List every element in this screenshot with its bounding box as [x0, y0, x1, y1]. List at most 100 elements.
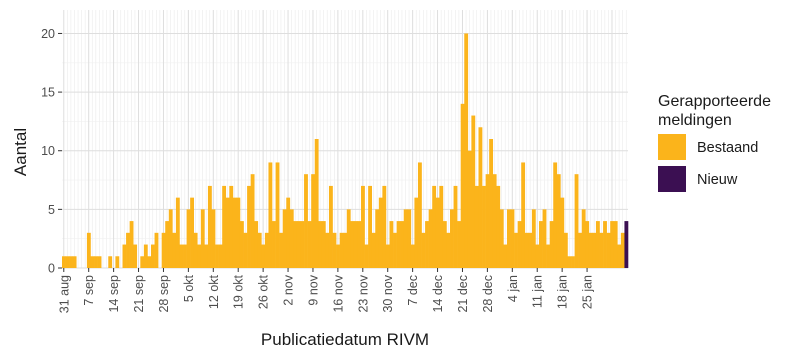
bar-bestaand — [595, 221, 600, 268]
bar-bestaand — [421, 232, 426, 268]
bar-bestaand — [428, 209, 433, 268]
bar-bestaand — [232, 197, 237, 268]
bar-bestaand — [193, 232, 198, 268]
bar-bestaand — [218, 244, 223, 268]
bar-bestaand — [225, 197, 230, 268]
legend-label-nieuw: Nieuw — [697, 172, 738, 188]
legend-title-line-2: meldingen — [658, 112, 732, 129]
bar-bestaand — [492, 174, 497, 268]
bar-bestaand — [581, 209, 586, 268]
bar-bestaand — [179, 244, 184, 268]
bar-bestaand — [229, 185, 234, 268]
bar-bestaand — [496, 185, 501, 268]
bar-bestaand — [393, 232, 397, 268]
bar-bestaand — [325, 232, 330, 268]
legend-title-line-1: Gerapporteerde — [658, 93, 771, 110]
bar-bestaand — [617, 244, 622, 268]
x-tick-label: 21 dec — [456, 275, 470, 313]
bar-bestaand — [382, 185, 387, 268]
bar-bestaand — [268, 162, 273, 268]
bar-bestaand — [546, 244, 550, 268]
bar-bestaand — [521, 162, 526, 268]
bar-bestaand — [446, 232, 451, 268]
bar-bestaand — [307, 221, 312, 268]
bar-bestaand — [90, 256, 95, 268]
bar-bestaand — [215, 244, 219, 268]
x-tick-label: 11 jan — [531, 275, 545, 308]
bar-bestaand — [478, 127, 483, 268]
bar-bestaand — [620, 232, 625, 268]
y-tick-label: 20 — [41, 27, 55, 41]
bar-bestaand — [364, 244, 369, 268]
bar-bestaand — [175, 197, 180, 268]
legend: Gerapporteerde meldingen Bestaand Nieuw — [658, 93, 771, 192]
bar-bestaand — [414, 197, 419, 268]
bar-bestaand — [556, 174, 561, 268]
x-axis-title: Publicatiedatum RIVM — [261, 330, 429, 349]
bar-bestaand — [410, 244, 415, 268]
bar-bestaand — [482, 185, 486, 268]
bar-bestaand — [129, 221, 134, 268]
x-tick-label: 2 nov — [282, 274, 296, 305]
bar-bestaand — [357, 221, 362, 268]
bar-bestaand — [328, 185, 333, 268]
bar-bestaand — [275, 162, 280, 268]
bar-bestaand — [140, 256, 145, 268]
bar-bestaand — [417, 162, 422, 268]
bar-bestaand — [211, 209, 216, 268]
bar-bestaand — [403, 209, 408, 268]
y-tick-label: 15 — [41, 86, 55, 100]
bar-bestaand — [332, 232, 337, 268]
bar-bestaand — [606, 232, 611, 268]
bar-bestaand — [254, 221, 259, 268]
bar-bestaand — [94, 256, 98, 268]
x-tick-label: 19 okt — [232, 274, 246, 309]
bar-bestaand — [243, 232, 248, 268]
y-tick-label: 5 — [48, 203, 55, 217]
bar-bestaand — [97, 256, 102, 268]
bar-bestaand — [442, 221, 447, 268]
bar-nieuw — [624, 221, 629, 268]
y-axis-title: Aantal — [11, 128, 30, 176]
bar-bestaand — [549, 221, 554, 268]
bar-bestaand — [524, 232, 529, 268]
bar-bestaand — [289, 209, 294, 268]
bar-bestaand — [396, 221, 401, 268]
bar-bestaand — [460, 103, 465, 269]
bar-bestaand — [204, 244, 209, 268]
bar-bestaand — [467, 150, 472, 268]
bar-bestaand — [503, 244, 508, 268]
x-tick-label: 4 jan — [506, 275, 520, 302]
bar-bestaand — [257, 232, 262, 268]
bar-bestaand — [453, 185, 458, 268]
bar-bestaand — [343, 232, 348, 268]
bar-bestaand — [603, 221, 607, 268]
bar-bestaand — [247, 185, 251, 268]
bar-bestaand — [261, 244, 266, 268]
bar-bestaand — [293, 221, 298, 268]
bar-bestaand — [236, 197, 241, 268]
bar-bestaand — [161, 232, 166, 268]
bar-bestaand — [425, 221, 429, 268]
legend-label-bestaand: Bestaand — [697, 140, 758, 156]
bar-bestaand — [65, 256, 70, 268]
bar-bestaand — [464, 33, 469, 268]
bar-bestaand — [517, 221, 522, 268]
x-tick-label: 9 nov — [306, 274, 320, 305]
bar-bestaand — [539, 221, 543, 268]
bar-bestaand — [610, 221, 615, 268]
bar-bestaand — [336, 244, 340, 268]
x-tick-label: 14 dec — [431, 275, 445, 313]
x-tick-label: 31 aug — [57, 275, 71, 313]
y-tick-labels: 0 5 10 15 20 — [41, 27, 62, 276]
bar-bestaand — [300, 221, 305, 268]
bar-bestaand — [528, 232, 533, 268]
bar-bestaand — [147, 256, 152, 268]
bar-bestaand — [350, 221, 355, 268]
bar-bestaand — [588, 232, 593, 268]
bar-bestaand — [485, 174, 490, 268]
x-tick-label: 28 dec — [481, 275, 495, 313]
bar-bestaand — [432, 185, 437, 268]
x-tick-label: 21 sep — [132, 275, 146, 313]
